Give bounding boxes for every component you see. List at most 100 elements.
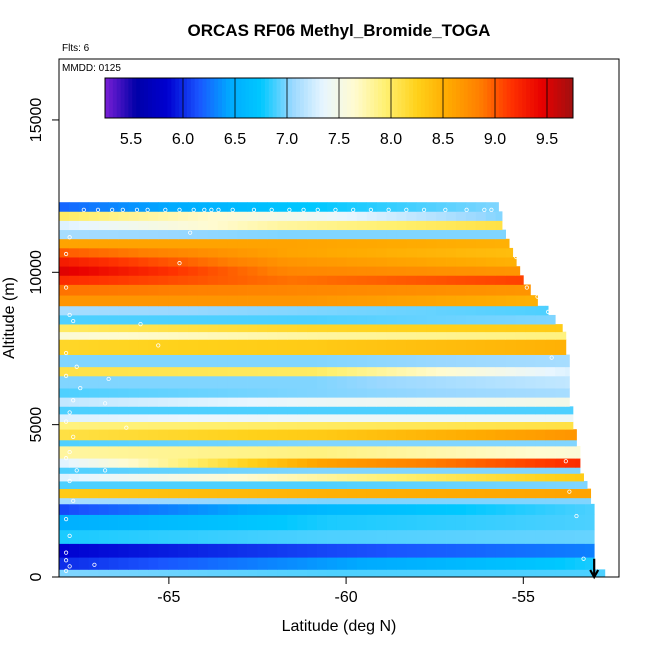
heat-cell-31-13: [188, 266, 199, 276]
heat-cell-4-51: [565, 514, 576, 531]
heat-cell-6-40: [455, 497, 467, 505]
heat-cell-12-41: [465, 445, 477, 459]
heat-cell-17-45: [505, 406, 516, 415]
heat-cell-4-41: [465, 514, 477, 531]
colorbar-swatch: [264, 78, 270, 118]
heat-cell-4-6: [118, 514, 129, 531]
colorbar-swatch: [198, 78, 203, 118]
heat-cell-17-7: [128, 406, 139, 415]
heat-cell-5-40: [455, 503, 467, 515]
heat-cell-33-8: [138, 247, 149, 258]
heat-cell-20-37: [426, 375, 437, 389]
heat-cell-26-28: [336, 314, 348, 325]
heat-cell-14-29: [346, 429, 358, 441]
heat-cell-18-8: [138, 397, 149, 407]
heat-cell-27-19: [247, 305, 258, 316]
heat-cell-0-1: [68, 569, 80, 578]
heat-cell-22-37: [426, 354, 437, 368]
heat-cell-22-40: [455, 354, 467, 368]
heat-cell-2-16: [217, 543, 229, 558]
colorbar-swatch: [253, 78, 258, 118]
heat-cell-18-35: [406, 397, 417, 407]
heat-cell-14-36: [416, 429, 427, 441]
heat-cell-27-46: [515, 305, 526, 316]
heat-cell-22-14: [197, 354, 209, 368]
heat-cell-18-29: [346, 397, 358, 407]
heat-cell-24-46: [515, 331, 526, 340]
heat-cell-35-31: [366, 229, 377, 240]
heat-cell-20-15: [207, 375, 219, 389]
colorbar-swatch: [565, 78, 570, 118]
heat-cell-30-45: [505, 275, 516, 285]
heat-cell-28-41: [465, 295, 477, 307]
heat-cell-4-30: [356, 514, 368, 531]
heat-cell-12-42: [475, 445, 487, 459]
heat-cell-15-7: [128, 421, 139, 430]
heat-cell-33-23: [287, 247, 298, 258]
heat-cell-26-22: [277, 314, 288, 325]
heat-cell-5-44: [495, 503, 506, 515]
heat-cell-35-23: [287, 229, 298, 240]
heat-cell-12-1: [68, 445, 80, 459]
heat-cell-27-47: [525, 305, 536, 316]
heat-cell-28-32: [376, 295, 387, 307]
heat-cell-14-44: [495, 429, 506, 441]
heat-cell-26-30: [356, 314, 368, 325]
heat-cell-32-20: [257, 257, 268, 267]
colorbar-swatch: [112, 78, 118, 118]
heat-cell-26-21: [267, 314, 278, 325]
heat-cell-2-12: [178, 543, 189, 558]
heat-cell-36-17: [227, 220, 239, 231]
heat-cell-36-7: [128, 220, 139, 231]
heat-cell-18-40: [455, 397, 467, 407]
heat-cell-17-4: [98, 406, 110, 415]
heat-cell-20-19: [247, 375, 258, 389]
heat-cell-9-2: [78, 473, 90, 482]
heat-cell-38-30: [356, 202, 368, 212]
heat-cell-3-39: [446, 529, 457, 544]
heat-cell-23-38: [436, 339, 447, 355]
heat-cell-34-10: [158, 238, 169, 249]
heat-cell-37-32: [376, 211, 387, 221]
heat-cell-25-8: [138, 324, 149, 333]
colorbar-swatch: [366, 78, 371, 118]
heat-cell-24-25: [307, 331, 318, 340]
heat-cell-4-33: [386, 514, 397, 531]
heat-cell-23-28: [336, 339, 348, 355]
heat-cell-22-0: [59, 354, 70, 368]
heat-cell-7-21: [267, 488, 278, 499]
heat-cell-14-16: [217, 429, 229, 441]
heat-cell-1-13: [188, 557, 199, 570]
heat-cell-35-10: [158, 229, 169, 240]
heat-cell-5-39: [446, 503, 457, 515]
heat-cell-7-12: [178, 488, 189, 499]
heat-cell-2-23: [287, 543, 298, 558]
colorbar-swatch: [452, 78, 457, 118]
heat-cell-13-40: [455, 439, 467, 447]
heat-cell-7-10: [158, 488, 169, 499]
heat-cell-37-17: [227, 211, 239, 221]
heat-cell-25-40: [455, 324, 467, 333]
heat-cell-12-43: [485, 445, 497, 459]
heat-cell-33-33: [386, 247, 397, 258]
heat-cell-11-0: [59, 458, 70, 468]
heat-cell-18-27: [326, 397, 338, 407]
heat-cell-4-4: [98, 514, 110, 531]
heat-cell-21-13: [188, 366, 199, 377]
heat-cell-29-2: [78, 284, 90, 296]
heat-cell-18-16: [217, 397, 229, 407]
heat-cell-6-35: [406, 497, 417, 505]
heat-cell-12-2: [78, 445, 90, 459]
heat-cell-10-15: [207, 467, 219, 474]
heat-cell-14-19: [247, 429, 258, 441]
sample-point: [510, 239, 515, 244]
heat-cell-11-9: [148, 458, 159, 468]
heat-cell-38-28: [336, 202, 348, 212]
heat-cell-18-46: [515, 397, 526, 407]
heat-cell-14-7: [128, 429, 139, 441]
heat-cell-24-47: [525, 331, 536, 340]
colorbar-swatch: [413, 78, 418, 118]
heat-cell-29-18: [237, 284, 248, 296]
heat-cell-34-12: [178, 238, 189, 249]
